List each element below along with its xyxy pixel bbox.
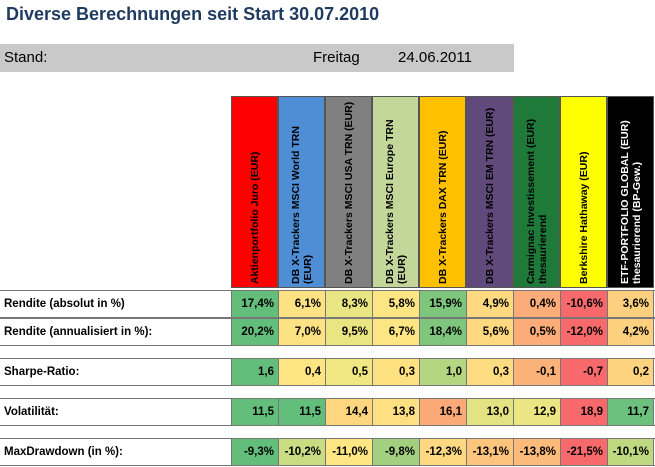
- stand-label: Stand:: [4, 49, 48, 66]
- fund-header-label: DB X-Trackers DAX TRN (EUR): [436, 130, 449, 284]
- table-cell: -11,0%: [325, 439, 372, 465]
- table-cell: 0,5: [325, 359, 372, 385]
- table-cell: 5,8%: [372, 291, 419, 317]
- table-cell: -12,0%: [560, 319, 607, 345]
- table-cell: 4,2%: [607, 319, 654, 345]
- table-cell: 1,0: [419, 359, 466, 385]
- stand-day: Freitag: [313, 49, 360, 66]
- fund-header-2: DB X-Trackers MSCI World TRN (EUR): [278, 96, 325, 288]
- table-row: Sharpe-Ratio: 1,6 0,4 0,5 0,3 1,0 0,3 -0,1 -0,7 0…: [0, 358, 655, 386]
- fund-header-1: Aktienportfolio Juro (EUR): [231, 96, 278, 288]
- table-cell: 6,1%: [278, 291, 325, 317]
- table-cell: 6,7%: [372, 319, 419, 345]
- table-cell: 16,1: [419, 399, 466, 425]
- fund-header-7: Carmignac Investissement (EUR) thesaurie…: [513, 96, 560, 288]
- fund-header-9: ETF-PORTFOLIO GLOBAL (EUR) thesaurierend…: [607, 96, 654, 288]
- table-cell: 17,4%: [231, 291, 278, 317]
- table-cell: 15,9%: [419, 291, 466, 317]
- row-label: Rendite (annualisiert in %):: [4, 326, 153, 338]
- table-cell: 20,2%: [231, 319, 278, 345]
- row-label: MaxDrawdown (in %):: [4, 446, 123, 458]
- fund-header-label: DB X-Trackers MSCI EM TRN (EUR): [483, 107, 496, 284]
- stand-date: 24.06.2011: [398, 49, 472, 66]
- fund-header-5: DB X-Trackers DAX TRN (EUR): [419, 96, 466, 288]
- table-row: Rendite (annualisiert in %): 20,2% 7,0% 9,5…: [0, 318, 655, 346]
- fund-header-label: DB X-Trackers MSCI World TRN (EUR): [289, 126, 314, 284]
- fund-header-label: Carmignac Investissement (EUR) thesaurie…: [524, 118, 549, 284]
- table-cell: 5,6%: [466, 319, 513, 345]
- table-cell: -9,3%: [231, 439, 278, 465]
- stand-bar: Stand: Freitag 24.06.2011: [0, 44, 514, 72]
- table-cell: 0,5%: [513, 319, 560, 345]
- table-cell: 0,4%: [513, 291, 560, 317]
- fund-header-4: DB X-Trackers MSCI Europe TRN (EUR): [372, 96, 419, 288]
- table-cell: 4,9%: [466, 291, 513, 317]
- table-cell: -13,1%: [466, 439, 513, 465]
- table-cell: 18,4%: [419, 319, 466, 345]
- table-cell: -10,1%: [607, 439, 654, 465]
- table-cell: -21,5%: [560, 439, 607, 465]
- table-cell: 3,6%: [607, 291, 654, 317]
- table-cell: -0,1: [513, 359, 560, 385]
- table-cell: 9,5%: [325, 319, 372, 345]
- table-cell: 0,4: [278, 359, 325, 385]
- table-cell: -10,6%: [560, 291, 607, 317]
- table-cell: 0,3: [466, 359, 513, 385]
- table-cell: 1,6: [231, 359, 278, 385]
- table-cell: -12,3%: [419, 439, 466, 465]
- table-row: Rendite (absolut in %) 17,4% 6,1% 8,3% 5,8% 1…: [0, 290, 655, 318]
- page-title: Diverse Berechnungen seit Start 30.07.20…: [6, 4, 380, 24]
- fund-header-6: DB X-Trackers MSCI EM TRN (EUR): [466, 96, 513, 288]
- table-cell: 7,0%: [278, 319, 325, 345]
- table-cell: -9,8%: [372, 439, 419, 465]
- fund-header-label: Berkshire Hathaway (EUR): [577, 151, 590, 284]
- table-row: MaxDrawdown (in %): -9,3% -10,2% -11,0% -9,8…: [0, 438, 655, 466]
- table-cell: 11,5: [278, 399, 325, 425]
- table-cell: 0,2: [607, 359, 654, 385]
- row-label: Volatilität:: [4, 406, 59, 418]
- row-label: Sharpe-Ratio:: [4, 366, 80, 378]
- table-cell: 8,3%: [325, 291, 372, 317]
- table-cell: 0,3: [372, 359, 419, 385]
- table-cell: -0,7: [560, 359, 607, 385]
- table-cell: 14,4: [325, 399, 372, 425]
- table-cell: -13,8%: [513, 439, 560, 465]
- table-cell: 12,9: [513, 399, 560, 425]
- table-row: Volatilität: 11,5 11,5 14,4 13,8 16,1 13,0 12,9…: [0, 398, 655, 426]
- row-label: Rendite (absolut in %): [4, 298, 125, 310]
- table-cell: 13,0: [466, 399, 513, 425]
- table-cell: 13,8: [372, 399, 419, 425]
- table-cell: -10,2%: [278, 439, 325, 465]
- fund-header-label: ETF-PORTFOLIO GLOBAL (EUR) thesaurierend…: [618, 120, 643, 284]
- table-cell: 11,7: [607, 399, 654, 425]
- table-cell: 11,5: [231, 399, 278, 425]
- fund-header-label: DB X-Trackers MSCI USA TRN (EUR): [342, 101, 355, 284]
- fund-header-label: DB X-Trackers MSCI Europe TRN (EUR): [383, 119, 408, 284]
- fund-header-3: DB X-Trackers MSCI USA TRN (EUR): [325, 96, 372, 288]
- fund-header-8: Berkshire Hathaway (EUR): [560, 96, 607, 288]
- fund-header-label: Aktienportfolio Juro (EUR): [248, 151, 261, 284]
- table-cell: 18,9: [560, 399, 607, 425]
